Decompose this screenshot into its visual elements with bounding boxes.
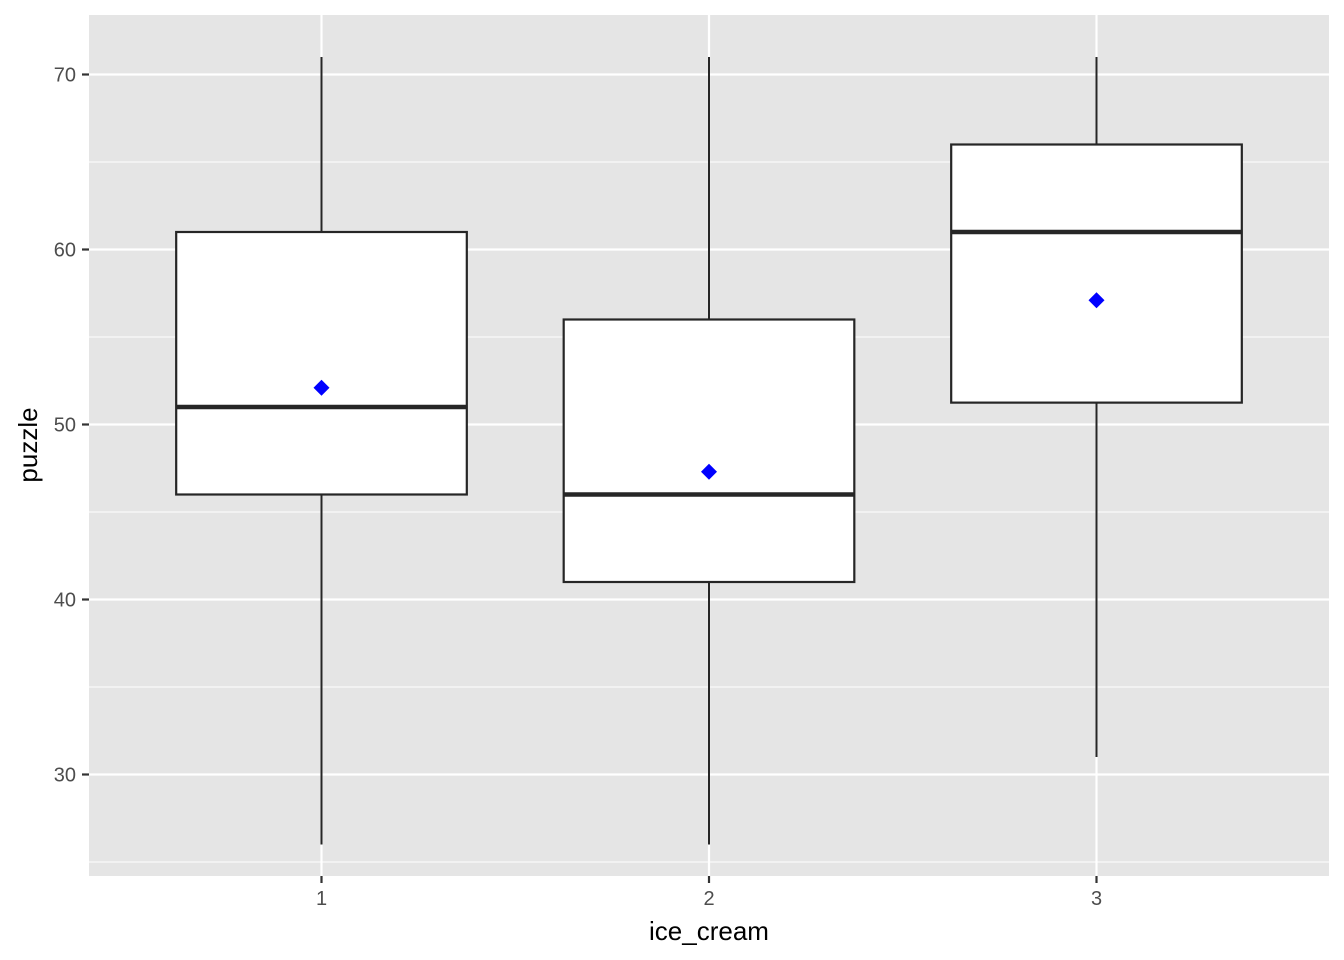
box-group-1 <box>175 57 468 845</box>
mean-marker <box>1088 292 1105 309</box>
box-layer <box>175 57 1243 845</box>
x-tick-label: 2 <box>703 888 714 910</box>
y-tick-label: 60 <box>54 240 76 262</box>
x-axis-title: ice_cream <box>649 916 769 946</box>
y-axis-title: puzzle <box>13 407 43 482</box>
y-tick-label: 30 <box>54 765 76 787</box>
y-axis: 30 40 50 60 70 <box>54 65 89 787</box>
y-tick-label: 40 <box>54 590 76 612</box>
mean-marker <box>313 379 330 396</box>
x-tick-label: 1 <box>316 888 327 910</box>
box-group-2 <box>562 57 856 845</box>
x-tick-label: 3 <box>1091 888 1102 910</box>
y-tick-label: 50 <box>54 415 76 437</box>
y-tick-label: 70 <box>54 65 76 87</box>
box-iqr <box>950 143 1243 404</box>
box-group-3 <box>950 57 1243 757</box>
x-axis: 1 2 3 <box>316 876 1102 910</box>
mean-marker <box>701 463 717 480</box>
box-iqr <box>175 230 468 496</box>
box-iqr <box>562 318 856 584</box>
